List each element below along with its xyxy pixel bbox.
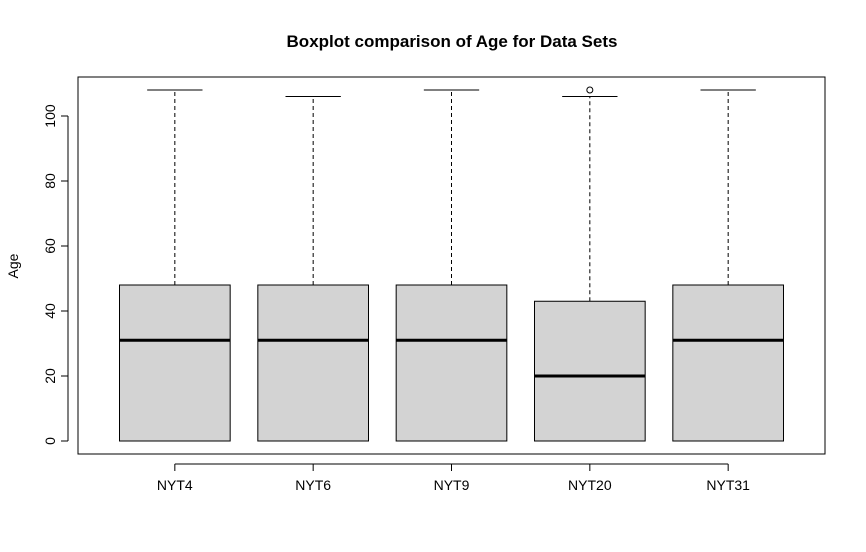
y-tick-label: 40	[42, 303, 58, 319]
box-nyt9	[395, 89, 508, 442]
iqr-box	[257, 284, 370, 442]
iqr-box	[534, 300, 646, 442]
box-nyt6	[257, 96, 370, 442]
x-tick-label: NYT20	[568, 477, 612, 493]
x-tick-label: NYT9	[434, 477, 470, 493]
y-axis-label: Age	[5, 253, 21, 278]
y-tick-label: 80	[42, 173, 58, 189]
y-tick-label: 100	[42, 104, 58, 128]
y-tick-label: 60	[42, 238, 58, 254]
boxes-group	[119, 86, 784, 442]
x-tick-label: NYT6	[295, 477, 331, 493]
outlier-point	[586, 86, 594, 94]
plot-frame	[77, 76, 826, 455]
y-tick-label: 20	[42, 368, 58, 384]
x-tick-label: NYT4	[157, 477, 193, 493]
iqr-box	[395, 284, 508, 442]
box-nyt4	[119, 89, 231, 442]
box-nyt20	[534, 86, 646, 442]
iqr-box	[672, 284, 784, 442]
x-tick-label: NYT31	[706, 477, 750, 493]
y-tick-label: 0	[42, 437, 58, 445]
y-axis: 0 20 40 60 80 100	[42, 104, 69, 445]
x-axis: NYT4 NYT6 NYT9 NYT20 NYT31	[157, 463, 750, 493]
iqr-box	[119, 284, 231, 442]
box-nyt31	[672, 89, 784, 442]
chart-title: Boxplot comparison of Age for Data Sets	[287, 32, 618, 51]
